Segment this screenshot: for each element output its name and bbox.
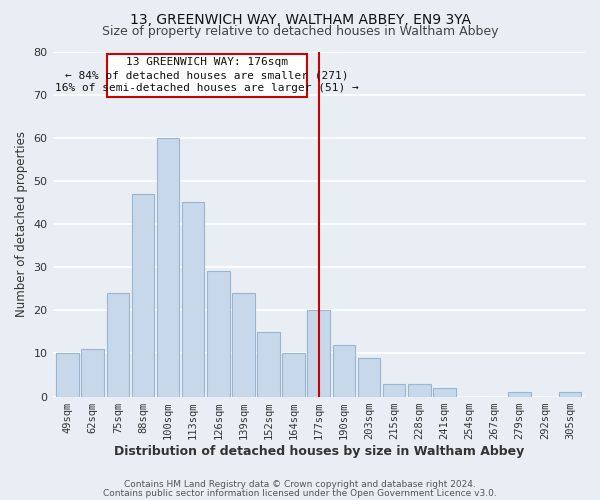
Bar [358,358,380,397]
Bar [307,310,330,396]
Bar [182,202,205,396]
Text: Size of property relative to detached houses in Waltham Abbey: Size of property relative to detached ho… [102,25,498,38]
Bar [408,384,431,396]
Text: 16% of semi-detached houses are larger (51) →: 16% of semi-detached houses are larger (… [55,83,359,93]
Bar [508,392,531,396]
FancyBboxPatch shape [107,54,307,97]
Bar [107,293,129,397]
Text: Contains public sector information licensed under the Open Government Licence v3: Contains public sector information licen… [103,488,497,498]
Bar [207,272,230,396]
Bar [82,349,104,397]
X-axis label: Distribution of detached houses by size in Waltham Abbey: Distribution of detached houses by size … [113,444,524,458]
Bar [257,332,280,396]
Text: ← 84% of detached houses are smaller (271): ← 84% of detached houses are smaller (27… [65,70,349,80]
Bar [559,392,581,396]
Bar [56,354,79,397]
Bar [383,384,406,396]
Y-axis label: Number of detached properties: Number of detached properties [15,131,28,317]
Text: 13 GREENWICH WAY: 176sqm: 13 GREENWICH WAY: 176sqm [126,57,288,67]
Bar [433,388,455,396]
Text: Contains HM Land Registry data © Crown copyright and database right 2024.: Contains HM Land Registry data © Crown c… [124,480,476,489]
Bar [232,293,255,397]
Bar [131,194,154,396]
Text: 13, GREENWICH WAY, WALTHAM ABBEY, EN9 3YA: 13, GREENWICH WAY, WALTHAM ABBEY, EN9 3Y… [130,12,470,26]
Bar [332,345,355,397]
Bar [157,138,179,396]
Bar [283,354,305,397]
